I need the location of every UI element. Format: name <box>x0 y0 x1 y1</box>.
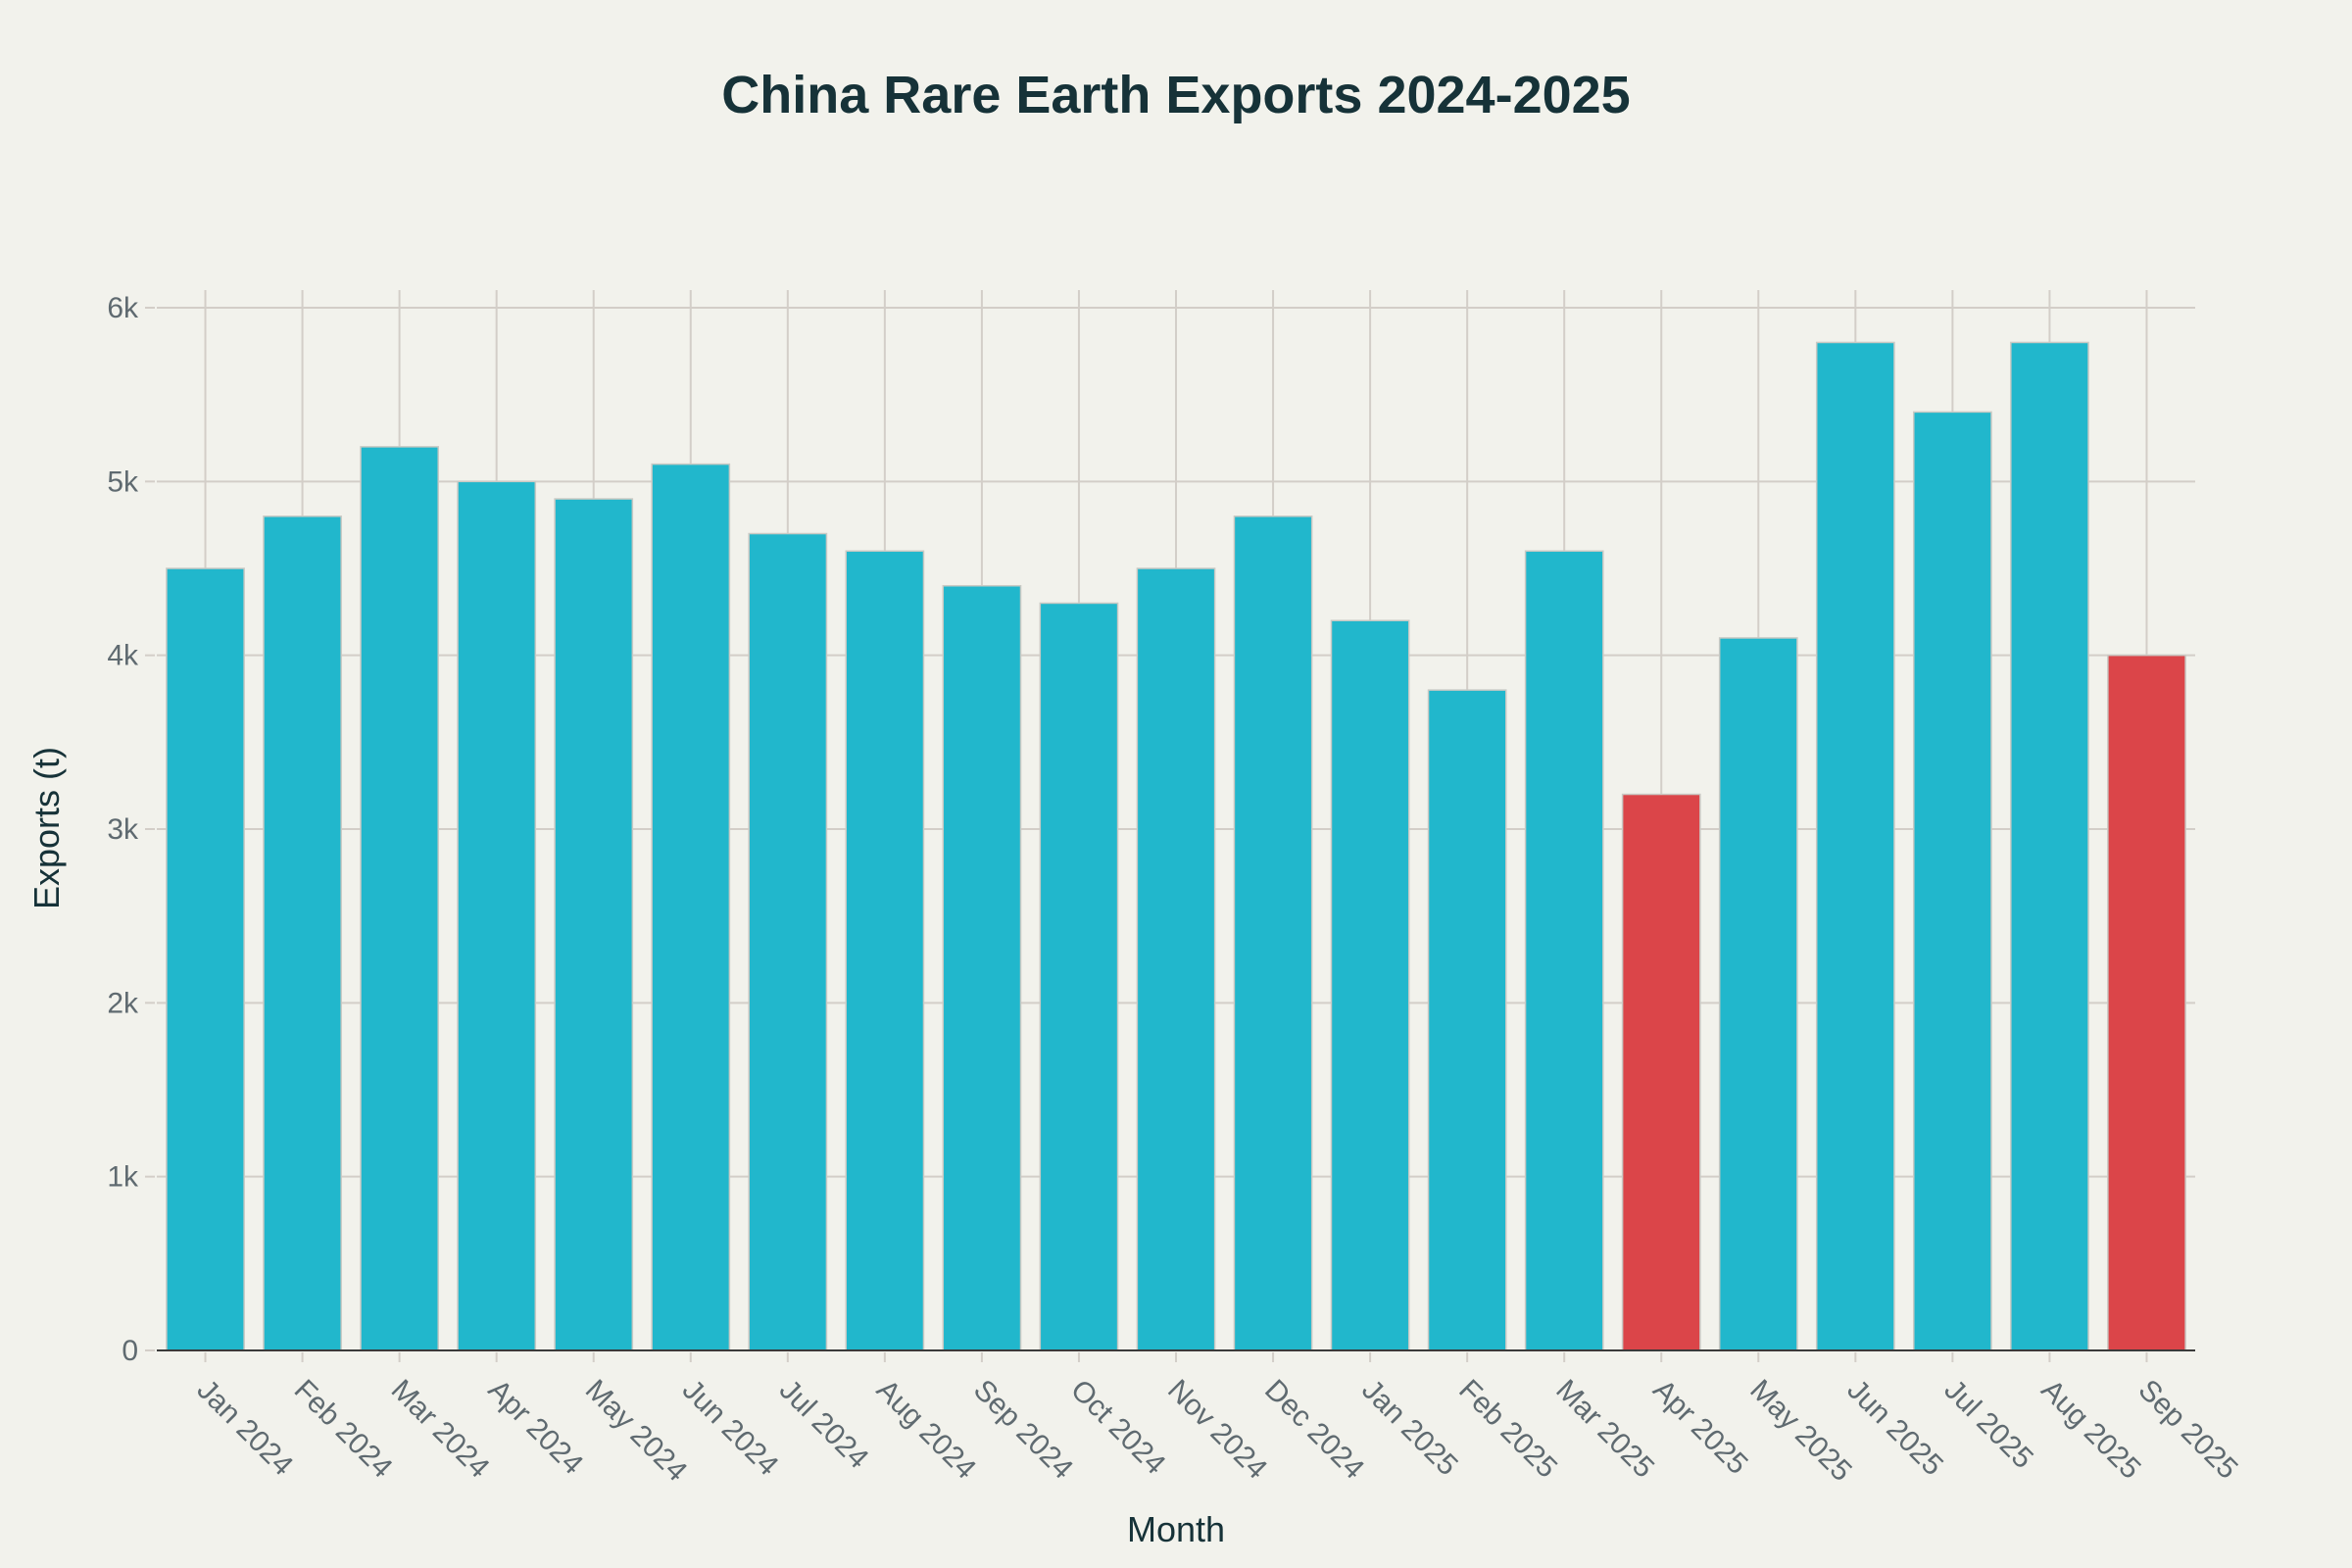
bar <box>554 498 634 1351</box>
x-tick-label: Apr 2025 <box>1646 1374 1753 1481</box>
x-tick-label: Jan 2024 <box>191 1374 300 1483</box>
y-tick-label: 6k <box>107 292 139 324</box>
bar <box>1815 341 1895 1351</box>
y-tick-label: 3k <box>107 813 139 846</box>
y-axis-title: Exports (t) <box>26 747 67 909</box>
bar <box>360 446 439 1351</box>
x-tick-label: Aug 2025 <box>2034 1374 2146 1486</box>
x-tick-label: Jul 2024 <box>773 1374 875 1476</box>
bars <box>166 341 2186 1351</box>
bar-highlighted <box>2107 654 2186 1351</box>
bar <box>1427 689 1507 1351</box>
bar <box>1330 619 1410 1351</box>
x-tick-label: Nov 2024 <box>1161 1374 1273 1486</box>
y-tick-label: 2k <box>107 987 139 1019</box>
x-tick-label: Apr 2024 <box>482 1374 589 1481</box>
bar-highlighted <box>1621 793 1701 1351</box>
x-tick-label: Dec 2024 <box>1258 1374 1370 1486</box>
bar <box>166 567 245 1351</box>
bar <box>1039 602 1119 1351</box>
chart-title: China Rare Earth Exports 2024-2025 <box>721 66 1630 124</box>
x-tick-label: May 2025 <box>1743 1374 1857 1488</box>
x-tick-label: Oct 2024 <box>1064 1374 1171 1481</box>
y-tick-label: 1k <box>107 1161 139 1194</box>
x-tick-label: May 2024 <box>579 1374 693 1488</box>
y-axis-ticks: 0 1k 2k 3k 4k 5k 6k <box>107 292 155 1367</box>
bar <box>845 550 925 1351</box>
y-tick-label: 0 <box>122 1335 138 1367</box>
bar <box>1233 515 1313 1351</box>
bar <box>1913 411 1992 1351</box>
bar <box>748 532 828 1351</box>
x-tick-label: Mar 2025 <box>1549 1374 1660 1485</box>
bar <box>1524 550 1604 1351</box>
x-tick-label: Jun 2025 <box>1840 1374 1949 1483</box>
x-tick-label: Sep 2025 <box>2132 1374 2244 1486</box>
x-tick-label: Jun 2024 <box>676 1374 785 1483</box>
bar <box>1136 567 1216 1351</box>
bar <box>651 463 731 1351</box>
x-tick-label: Mar 2024 <box>385 1374 496 1485</box>
x-tick-label: Jul 2025 <box>1937 1374 2039 1476</box>
bar <box>1718 637 1798 1351</box>
y-tick-label: 5k <box>107 466 139 498</box>
x-tick-label: Jan 2025 <box>1355 1374 1464 1483</box>
bar <box>942 584 1022 1351</box>
bar <box>457 480 537 1351</box>
x-tick-label: Aug 2024 <box>870 1374 982 1486</box>
y-tick-label: 4k <box>107 640 139 672</box>
x-tick-label: Sep 2024 <box>967 1374 1079 1486</box>
x-axis-title: Month <box>1127 1509 1225 1549</box>
bar <box>2010 341 2089 1351</box>
bar <box>263 515 342 1351</box>
x-tick-label: Feb 2024 <box>288 1374 399 1485</box>
x-tick-label: Feb 2025 <box>1452 1374 1563 1485</box>
